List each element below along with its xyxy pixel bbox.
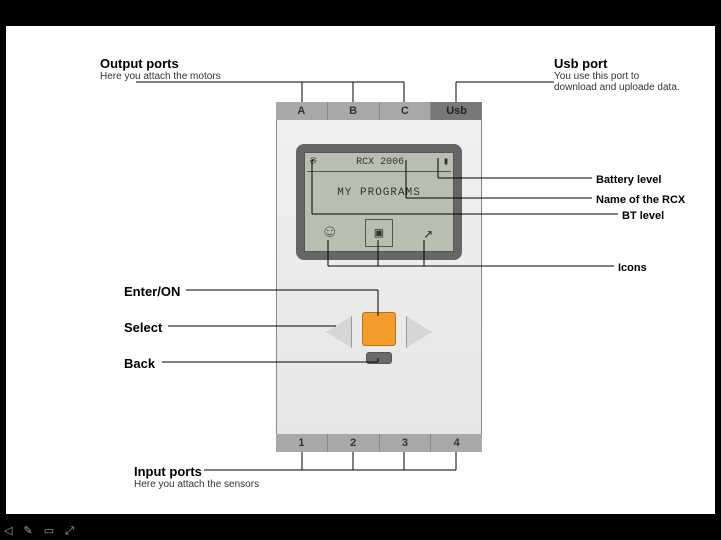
bt-icon: ※: [309, 156, 317, 168]
select-right-button[interactable]: [406, 316, 432, 348]
port-4: 4: [431, 434, 482, 452]
usb-port-label: Usb port You use this port to download a…: [554, 56, 684, 93]
menu-title: MY PROGRAMS: [305, 187, 453, 199]
port-b: B: [328, 102, 380, 120]
select-label: Select: [124, 320, 162, 335]
arrow-icon: ↗: [414, 219, 442, 247]
input-port-bar: 1 2 3 4: [276, 434, 482, 452]
name-rcx-label: Name of the RCX: [596, 194, 685, 206]
bt-level-label: BT level: [622, 210, 664, 222]
lcd-screen: ※ RCX 2006 ▮ MY PROGRAMS ☺ ▣ ↗: [304, 152, 454, 252]
diagram-page: Output ports Here you attach the motors …: [6, 26, 715, 514]
face-icon: ☺: [316, 219, 344, 247]
output-ports-title: Output ports: [100, 56, 221, 71]
screen-icons-row: ☺ ▣ ↗: [305, 207, 453, 247]
port-a: A: [276, 102, 328, 120]
rcx-device: A B C Usb ※ RCX 2006 ▮ MY PROGRAMS ☺ ▣ ↗: [276, 102, 482, 452]
select-left-button[interactable]: [326, 316, 352, 348]
screen-divider: [307, 171, 451, 172]
input-ports-title: Input ports: [134, 464, 259, 479]
usb-port-title: Usb port: [554, 56, 684, 71]
screen-status-bar: ※ RCX 2006 ▮: [309, 156, 449, 168]
input-ports-label: Input ports Here you attach the sensors: [134, 464, 259, 490]
port-c: C: [380, 102, 432, 120]
output-port-bar: A B C Usb: [276, 102, 482, 120]
battery-icon: ▮: [443, 156, 449, 168]
footer-toolbar-icons: ◁ ✎ ▭ ⤢: [4, 524, 78, 538]
usb-port-sub: You use this port to download and upload…: [554, 71, 684, 93]
port-2: 2: [328, 434, 380, 452]
input-ports-sub: Here you attach the sensors: [134, 479, 259, 490]
icons-label: Icons: [618, 262, 647, 274]
screen-bezel: ※ RCX 2006 ▮ MY PROGRAMS ☺ ▣ ↗: [296, 144, 462, 260]
device-name-text: RCX 2006: [356, 157, 404, 168]
battery-label: Battery level: [596, 174, 661, 186]
disk-icon: ▣: [365, 219, 393, 247]
back-button[interactable]: [366, 352, 392, 364]
back-label: Back: [124, 356, 155, 371]
port-3: 3: [380, 434, 432, 452]
port-1: 1: [276, 434, 328, 452]
button-cluster: [326, 302, 432, 382]
enter-button[interactable]: [362, 312, 396, 346]
port-usb: Usb: [431, 102, 482, 120]
output-ports-label: Output ports Here you attach the motors: [100, 56, 221, 82]
output-ports-sub: Here you attach the motors: [100, 71, 221, 82]
enter-on-label: Enter/ON: [124, 284, 180, 299]
